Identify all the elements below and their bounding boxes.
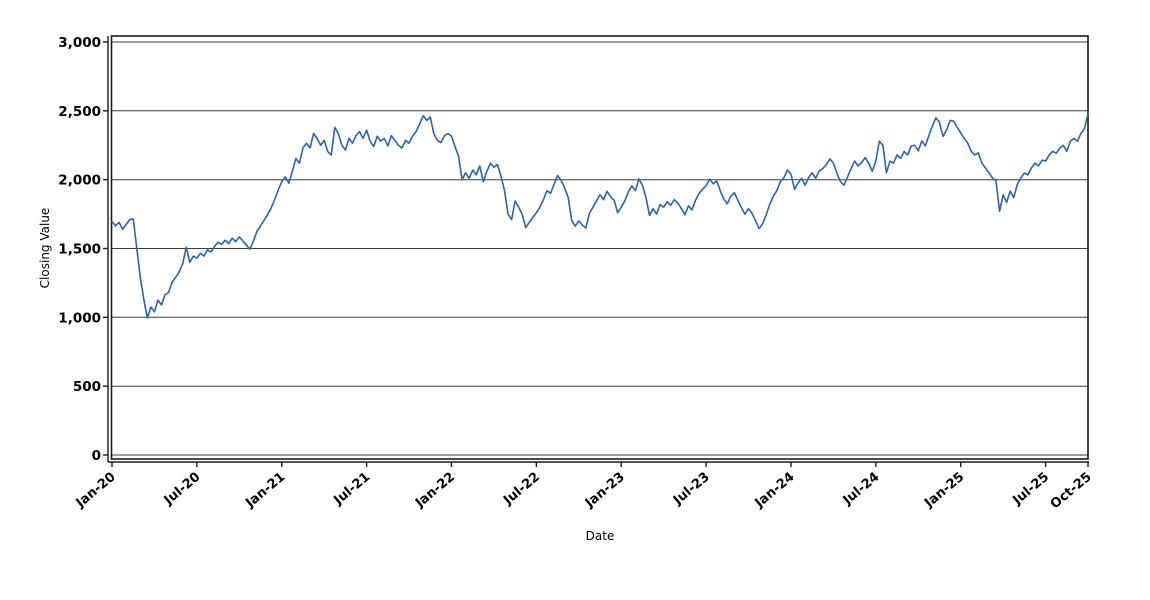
y-tick-label: 1,500: [58, 242, 101, 258]
x-tick-label: Jul-20: [161, 470, 204, 509]
x-tick-label: Jul-23: [670, 470, 713, 509]
x-axis-title: Date: [585, 529, 615, 543]
y-tick-label: 0: [92, 448, 101, 464]
closing-value-line: [111, 112, 1089, 319]
x-tick-label: Jan-23: [582, 470, 628, 512]
x-tick-label: Jul-24: [840, 470, 883, 509]
y-axis-ticks: 0 500 1,000 1,500 2,000 2,500 3,000: [58, 35, 108, 464]
x-tick-label: Oct-25: [1048, 470, 1095, 513]
x-tick-label: Jan-21: [242, 470, 288, 512]
x-tick-label: Jan-24: [752, 470, 798, 512]
y-axis-title: Closing Value: [38, 207, 52, 289]
y-tick-label: 1,000: [58, 310, 101, 326]
y-tick-label: 2,500: [58, 104, 101, 120]
plot-border: [110, 35, 1089, 460]
x-tick-label: Jan-22: [412, 470, 458, 512]
y-tick-label: 2,000: [58, 173, 101, 189]
x-tick-label: Jul-25: [1010, 470, 1053, 509]
x-tick-label: Jan-25: [921, 470, 967, 512]
x-tick-label: Jul-22: [500, 470, 543, 509]
x-axis-ticks: Jan-20 Jul-20 Jan-21 Jul-21 Jan-22 Jul-22 Jan-…: [73, 462, 1095, 512]
y-tick-label: 3,000: [58, 35, 101, 51]
y-tick-label: 500: [73, 379, 101, 395]
x-tick-label: Jan-20: [73, 470, 119, 512]
x-tick-label: Jul-21: [331, 470, 374, 509]
gridlines: [111, 41, 1088, 456]
